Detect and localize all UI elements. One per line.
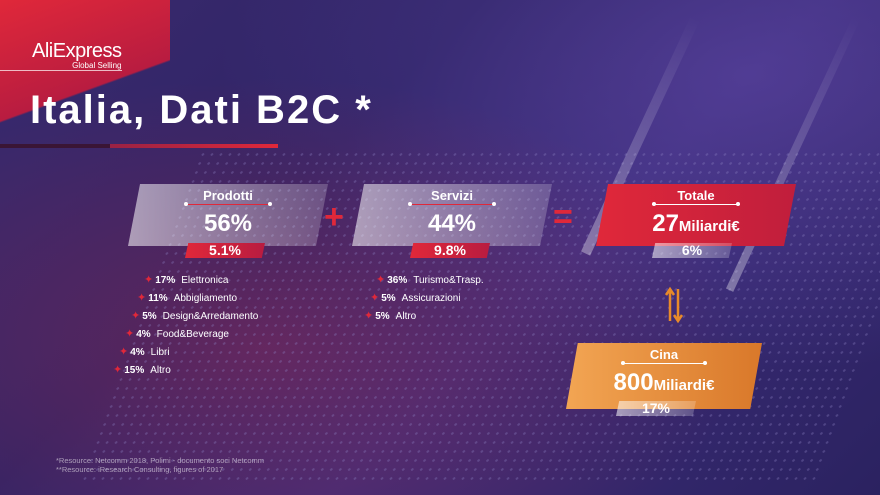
aliexpress-logo: AliExpress Global Selling — [32, 40, 122, 70]
star-icon: ✦ — [113, 364, 123, 376]
prodotti-card: Prodotti 56% — [128, 184, 328, 246]
star-icon: ✦ — [376, 274, 386, 286]
servizi-card: Servizi 44% — [352, 184, 552, 246]
list-item: ✦ 4% Food&Beverage — [125, 328, 229, 340]
totale-value: 27 — [652, 210, 679, 237]
list-item: ✦ 5% Assicurazioni — [370, 292, 461, 304]
list-item: ✦ 36% Turismo&Trasp. — [376, 274, 484, 286]
plus-operator: + — [324, 198, 344, 236]
brand-name: AliExpress — [32, 40, 122, 62]
logo-divider — [0, 70, 122, 71]
title-underline-dark — [0, 144, 110, 148]
star-icon: ✦ — [119, 346, 129, 358]
prodotti-header: Prodotti — [203, 188, 253, 203]
totale-card: Totale 27Miliardi€ — [596, 184, 796, 246]
equals-operator: = — [553, 198, 573, 236]
list-item: ✦ 11% Abbigliamento — [137, 292, 238, 304]
servizi-header: Servizi — [431, 188, 473, 203]
brand-tagline: Global Selling — [72, 61, 122, 70]
cina-value: 800 — [613, 369, 654, 396]
star-icon: ✦ — [125, 328, 135, 340]
star-icon: ✦ — [370, 292, 380, 304]
star-icon: ✦ — [131, 310, 141, 322]
totale-amount: 27Miliardi€ — [596, 210, 796, 238]
star-icon: ✦ — [137, 292, 147, 304]
cina-unit: Miliardi€ — [653, 377, 715, 394]
totale-header: Totale — [677, 188, 715, 203]
footnote: *Resource: Netcomm 2018, Polimi - docume… — [56, 456, 264, 465]
cina-amount: 800Miliardi€ — [566, 369, 762, 397]
totale-unit: Miliardi€ — [678, 218, 740, 235]
star-icon: ✦ — [144, 274, 154, 286]
star-icon: ✦ — [364, 310, 374, 322]
cina-growth: 17% — [616, 401, 696, 416]
totale-growth: 6% — [652, 243, 732, 258]
list-item: ✦ 4% Libri — [119, 346, 170, 358]
title-underline — [0, 144, 278, 148]
servizi-growth: 9.8% — [410, 243, 490, 258]
list-item: ✦ 5% Altro — [364, 310, 417, 322]
prodotti-value: 56% — [203, 210, 253, 237]
page-title: Italia, Dati B2C * — [30, 88, 373, 132]
list-item: ✦ 15% Altro — [113, 364, 171, 376]
footnote: **Resource: iResearch Consulting, figure… — [56, 465, 224, 474]
list-item: ✦ 5% Design&Arredamento — [131, 310, 259, 322]
cina-header: Cina — [649, 347, 679, 362]
prodotti-growth: 5.1% — [185, 243, 265, 258]
cina-card: Cina 800Miliardi€ — [566, 343, 762, 409]
swap-arrows-icon — [664, 286, 684, 324]
servizi-value: 44% — [427, 210, 477, 237]
list-item: ✦ 17% Elettronica — [144, 274, 229, 286]
